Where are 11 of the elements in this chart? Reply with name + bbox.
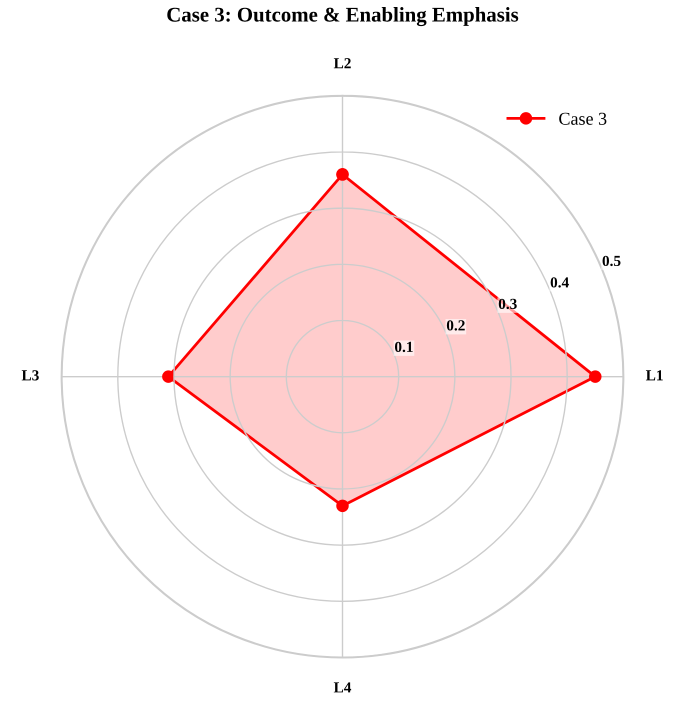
y-tick-label: 0.1: [394, 342, 413, 352]
spoke-label: L4: [334, 682, 352, 692]
legend-label: Case 3: [559, 112, 606, 125]
spoke-label: L1: [646, 370, 663, 380]
y-tick-label: 0.2: [446, 320, 465, 331]
y-tick-label: 0.4: [550, 277, 569, 288]
chart-title: Case 3: Outcome & Enabling Emphasis: [167, 7, 518, 26]
y-tick-label: 0.3: [498, 298, 517, 310]
spoke-label: L2: [334, 58, 351, 68]
y-tick-label: 0.5: [602, 256, 621, 266]
spoke-label: L3: [22, 370, 39, 380]
